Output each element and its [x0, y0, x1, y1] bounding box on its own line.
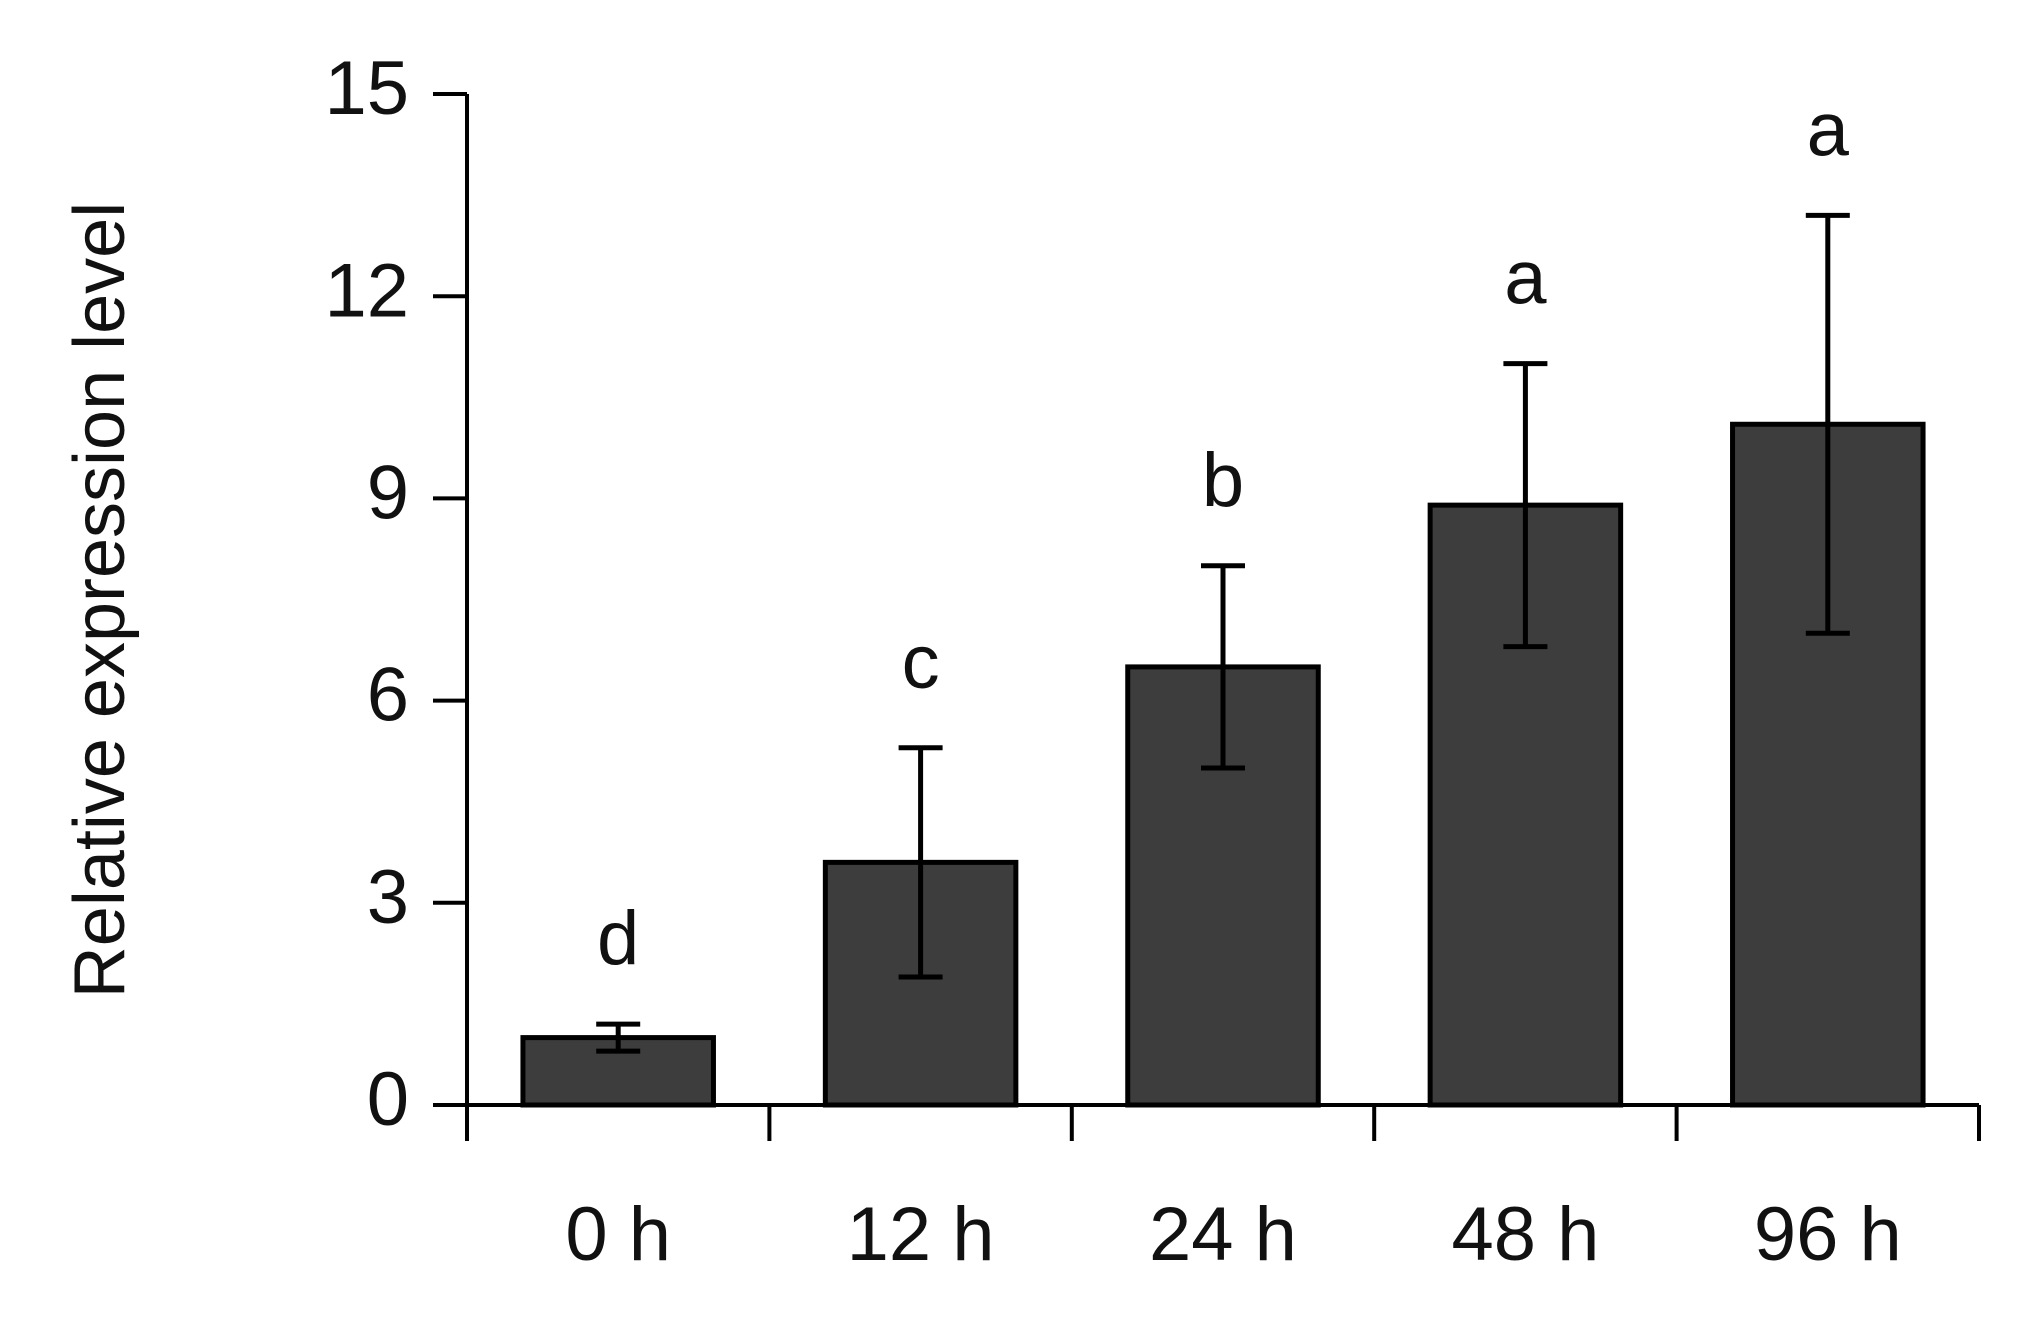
y-tick-label: 3: [367, 855, 409, 940]
error-bar: [898, 745, 943, 980]
error-bar: [596, 1021, 641, 1054]
error-bar: [1805, 212, 1850, 636]
error-bar: [1503, 361, 1548, 650]
y-tick-label: 6: [367, 653, 409, 738]
bar: [520, 1035, 716, 1108]
y-axis-label: Relative expression level: [60, 202, 140, 998]
significance-label: c: [902, 620, 940, 705]
significance-label: d: [597, 896, 639, 981]
significance-label: a: [1807, 87, 1850, 172]
significance-label: b: [1202, 438, 1244, 523]
significance-label: a: [1504, 236, 1547, 321]
error-bar: [1201, 563, 1245, 771]
x-tick-label: 0 h: [565, 1192, 671, 1277]
x-tick-label: 12 h: [847, 1192, 995, 1277]
x-tick-label: 24 h: [1149, 1192, 1297, 1277]
y-tick-label: 12: [324, 248, 409, 333]
x-tick-label: 96 h: [1754, 1192, 1902, 1277]
y-tick-label: 0: [367, 1057, 409, 1142]
y-tick-label: 15: [324, 46, 409, 131]
bar: [822, 859, 1019, 1108]
x-tick-label: 48 h: [1451, 1192, 1599, 1277]
y-tick-label: 9: [367, 450, 409, 535]
